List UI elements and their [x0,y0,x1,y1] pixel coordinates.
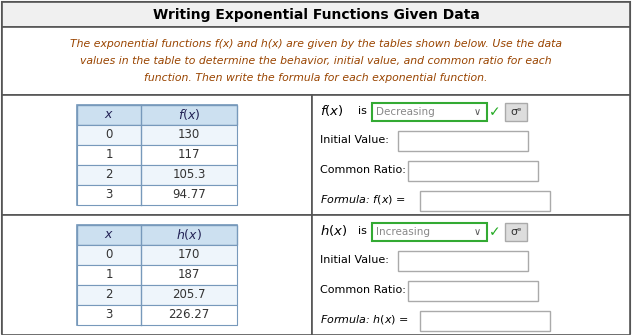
Text: 3: 3 [106,189,112,201]
Text: σᵉ: σᵉ [510,227,522,237]
Text: Common Ratio:: Common Ratio: [320,285,406,295]
Bar [372,223,487,241]
Text: 170: 170 [178,249,200,262]
Bar [408,281,538,301]
Text: 1: 1 [106,268,112,281]
Bar [77,125,237,145]
Text: 105.3: 105.3 [173,169,205,182]
Bar [77,225,237,325]
Text: $f(x)$: $f(x)$ [178,108,200,123]
Bar [77,165,237,185]
Text: is: is [358,226,367,236]
Bar [77,145,237,165]
Text: 3: 3 [106,309,112,322]
Text: σᵉ: σᵉ [510,107,522,117]
Bar [398,251,528,271]
Bar [398,131,528,151]
Text: Increasing: Increasing [376,227,430,237]
Bar [77,245,237,265]
Bar [77,105,237,205]
Text: $h(x)$: $h(x)$ [176,227,202,243]
Text: 0: 0 [106,129,112,141]
Bar [77,305,237,325]
Bar [77,105,237,125]
Text: Initial Value:: Initial Value: [320,255,389,265]
Bar [2,2,630,27]
Text: $x$: $x$ [104,109,114,122]
Text: 205.7: 205.7 [173,288,206,302]
Text: 2: 2 [106,288,112,302]
Text: $f(x)$: $f(x)$ [320,104,344,119]
Bar [312,95,630,215]
Bar [312,215,630,335]
Text: 1: 1 [106,148,112,161]
Text: Formula: $f(x)$ =: Formula: $f(x)$ = [320,194,406,206]
Text: $x$: $x$ [104,228,114,242]
Bar [408,161,538,181]
Text: ✓: ✓ [489,225,501,239]
Bar [2,95,312,215]
Text: Decreasing: Decreasing [376,107,435,117]
Text: ∨: ∨ [473,227,480,237]
Bar [77,225,237,245]
Text: Formula: $h(x)$ =: Formula: $h(x)$ = [320,314,409,327]
Bar [372,103,487,121]
Text: is: is [358,106,367,116]
Text: Common Ratio:: Common Ratio: [320,165,406,175]
Text: 187: 187 [178,268,200,281]
Bar [77,265,237,285]
Text: 130: 130 [178,129,200,141]
Bar [505,103,527,121]
Text: 94.77: 94.77 [172,189,206,201]
Bar [2,27,630,95]
Bar [505,223,527,241]
Bar [2,215,312,335]
Text: 117: 117 [178,148,200,161]
Text: 226.27: 226.27 [168,309,210,322]
Text: ∨: ∨ [473,107,480,117]
Text: ✓: ✓ [489,105,501,119]
Bar [77,285,237,305]
Bar [420,191,550,211]
Text: function. Then write the formula for each exponential function.: function. Then write the formula for eac… [144,73,488,83]
Text: 0: 0 [106,249,112,262]
Text: $h(x)$: $h(x)$ [320,223,348,239]
Bar [420,311,550,331]
Text: Writing Exponential Functions Given Data: Writing Exponential Functions Given Data [152,7,480,21]
Text: values in the table to determine the behavior, initial value, and common ratio f: values in the table to determine the beh… [80,56,552,66]
Text: 2: 2 [106,169,112,182]
Text: The exponential functions f(x) and h(x) are given by the tables shown below. Use: The exponential functions f(x) and h(x) … [70,39,562,49]
Bar [77,185,237,205]
Text: Initial Value:: Initial Value: [320,135,389,145]
